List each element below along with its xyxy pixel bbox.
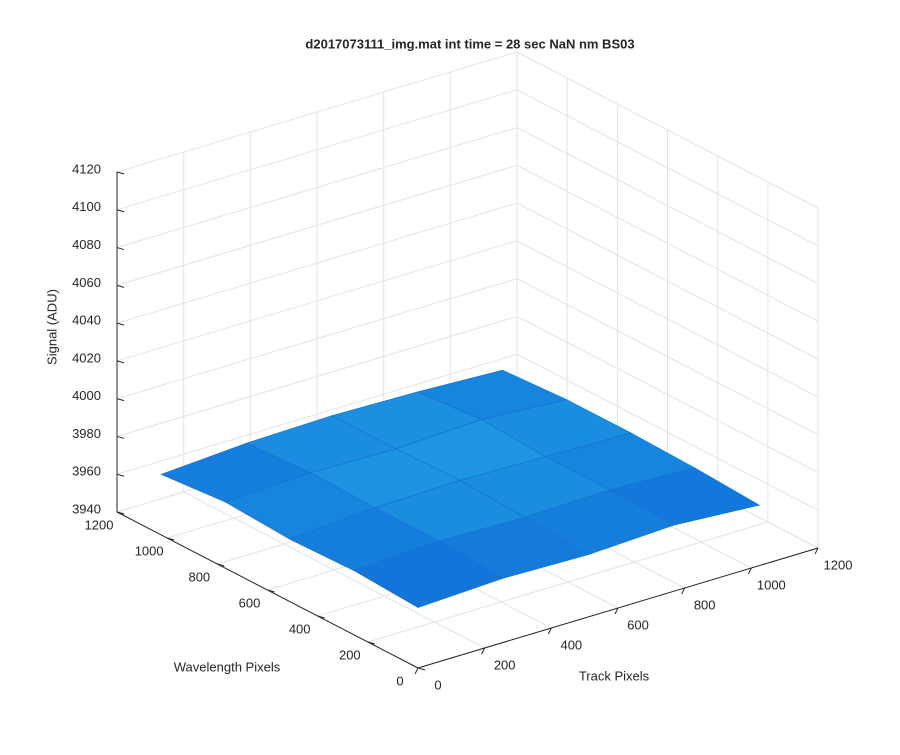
z-tick-label: 4120	[72, 161, 101, 176]
grid-line	[516, 278, 819, 436]
chart-title: d2017073111_img.mat int time = 28 sec Na…	[305, 36, 634, 51]
tick-mark	[747, 567, 752, 575]
z-tick-label: 4080	[72, 237, 101, 252]
x-tick-label: 400	[560, 637, 582, 652]
y-tick-label: 1200	[85, 517, 114, 532]
tick-mark	[417, 667, 426, 671]
grid-line	[516, 353, 819, 511]
grid-line	[516, 316, 819, 473]
z-tick-label: 4100	[72, 199, 101, 214]
x-axis-label: Track Pixels	[579, 668, 650, 683]
surface-patch	[353, 540, 505, 608]
tick-mark	[547, 627, 552, 635]
grid-line	[116, 278, 518, 400]
tick-mark	[681, 587, 686, 595]
x-tick-label: 600	[627, 617, 649, 632]
z-axis-label: Signal (ADU)	[44, 289, 59, 365]
tick-mark	[116, 171, 125, 175]
tick-mark	[367, 641, 375, 645]
y-tick-label: 400	[289, 621, 311, 636]
tick-mark	[116, 511, 125, 515]
z-tick-label: 4060	[72, 275, 101, 290]
tick-mark	[267, 589, 275, 593]
z-tick-label: 3940	[72, 501, 101, 516]
tick-mark	[614, 607, 619, 615]
x-tick-label: 0	[434, 677, 441, 692]
tick-mark	[116, 247, 125, 251]
grid-line	[116, 315, 518, 437]
grid-line	[516, 240, 819, 398]
tick-mark	[167, 537, 175, 541]
x-tick-label: 800	[694, 597, 716, 612]
x-tick-label: 1000	[757, 577, 786, 592]
z-tick-label: 4000	[72, 388, 101, 403]
grid-line	[116, 202, 518, 324]
grid-line	[116, 353, 518, 475]
tick-mark	[116, 398, 125, 402]
tick-mark	[217, 563, 225, 567]
tick-mark	[116, 322, 125, 326]
tick-mark	[814, 547, 819, 555]
grid-line	[367, 521, 768, 643]
grid-line	[116, 164, 518, 286]
tick-mark	[481, 647, 486, 655]
tick-mark	[116, 209, 125, 213]
grid-line	[516, 202, 819, 360]
x-tick-label: 1200	[824, 557, 853, 572]
y-tick-label: 1000	[135, 543, 164, 558]
z-tick-label: 3960	[72, 464, 101, 479]
y-tick-label: 600	[239, 595, 261, 610]
z-tick-label: 4040	[72, 313, 101, 328]
z-tick-label: 3980	[72, 426, 101, 441]
grid-line	[116, 51, 518, 173]
tick-mark	[116, 473, 125, 477]
grid-line	[516, 164, 819, 322]
tick-mark	[116, 284, 125, 288]
grid-line	[516, 89, 819, 247]
tick-mark	[414, 667, 419, 675]
grid-line	[116, 240, 518, 362]
tick-mark	[317, 615, 325, 619]
y-tick-label: 0	[396, 673, 403, 688]
tick-mark	[116, 435, 125, 439]
y-tick-label: 800	[188, 569, 210, 584]
grid-line	[516, 51, 819, 209]
tick-mark	[116, 360, 125, 364]
x-tick-label: 200	[494, 657, 516, 672]
grid-line	[116, 89, 518, 211]
grid-line	[516, 127, 819, 284]
y-axis-label: Wavelength Pixels	[174, 659, 281, 674]
y-tick-label: 200	[339, 647, 361, 662]
grid-line	[116, 127, 518, 249]
z-tick-label: 4020	[72, 350, 101, 365]
